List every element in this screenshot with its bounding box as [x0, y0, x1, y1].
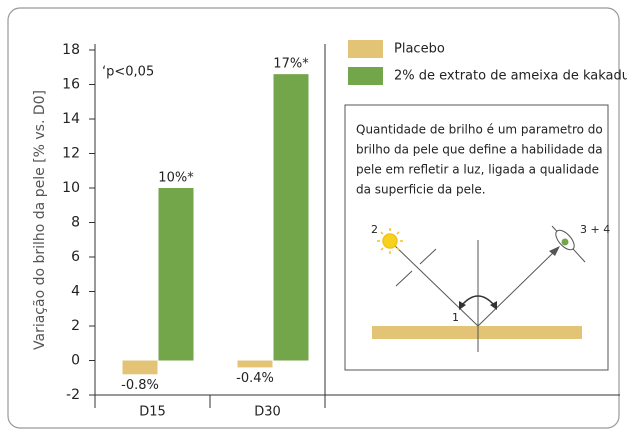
y-tick-label: 18: [62, 42, 80, 58]
arrow-head: [549, 246, 560, 256]
diagram-label: 2: [371, 223, 378, 236]
info-text: Quantidade de brilho é um parametro do: [356, 123, 603, 137]
x-tick-label: D30: [254, 405, 281, 420]
value-label: 10%*: [158, 171, 194, 186]
angle-arc: [461, 295, 495, 306]
info-text: brilho da pele que define a habilidade d…: [356, 143, 603, 157]
value-label: 17%*: [273, 57, 309, 72]
diagram-label: 1: [452, 311, 459, 324]
y-tick-label: 6: [71, 249, 80, 265]
info-box: [344, 104, 609, 371]
value-label: -0.4%: [236, 371, 274, 386]
bar: [158, 188, 194, 361]
y-tick-label: 12: [62, 146, 80, 162]
x-tick-label: D15: [139, 405, 166, 420]
y-tick-label: 16: [62, 77, 80, 93]
sun: [377, 228, 403, 254]
info-text: pele em refletir a luz, ligada a qualida…: [356, 163, 599, 177]
annotation: ‘p<0,05: [102, 65, 154, 80]
y-tick-label: 2: [71, 318, 80, 334]
y-tick-label: 4: [71, 284, 80, 300]
arrow-head: [490, 301, 497, 310]
legend-swatch: [348, 40, 383, 58]
bar: [237, 360, 273, 368]
detector-dot: [561, 238, 569, 246]
y-axis-title: Variação do brilho da pele [% vs. D0]: [32, 90, 48, 350]
y-tick-label: 8: [71, 215, 80, 231]
legend-swatch: [348, 67, 383, 85]
arrow-head: [459, 301, 466, 310]
legend-label: 2% de extrato de ameixa de kakadu: [394, 69, 627, 84]
y-tick-label: -2: [66, 387, 80, 403]
bar: [122, 360, 158, 375]
info-text: da superficie da pele.: [356, 183, 486, 197]
bar: [273, 74, 309, 361]
legend-label: Placebo: [394, 42, 445, 57]
y-tick-label: 0: [71, 353, 80, 369]
surface: [372, 326, 582, 339]
value-label: -0.8%: [121, 378, 159, 393]
y-tick-label: 10: [62, 180, 80, 196]
incident-ray: [391, 242, 479, 327]
lens-mark: [395, 270, 413, 287]
lens-mark: [419, 248, 437, 265]
diagram-label: 3 + 4: [580, 223, 610, 236]
y-tick-label: 14: [62, 111, 80, 127]
reflected-ray: [477, 249, 557, 327]
